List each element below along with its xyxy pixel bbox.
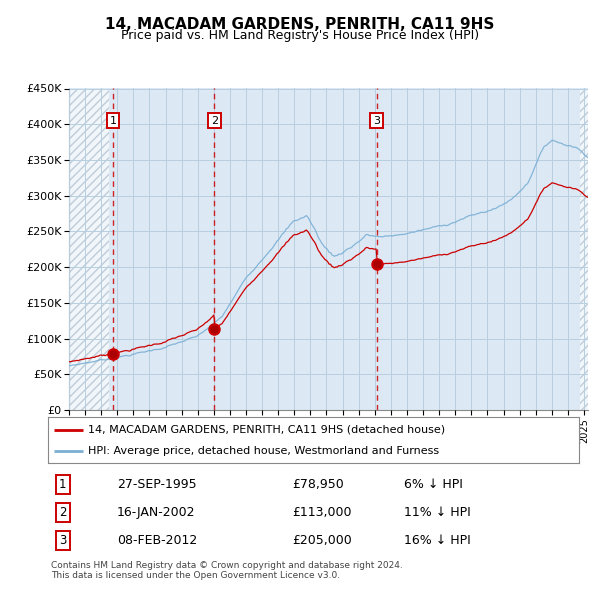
Text: 14, MACADAM GARDENS, PENRITH, CA11 9HS: 14, MACADAM GARDENS, PENRITH, CA11 9HS [106,17,494,31]
Text: 6% ↓ HPI: 6% ↓ HPI [404,478,463,491]
Text: 3: 3 [373,116,380,126]
Text: £113,000: £113,000 [292,506,352,519]
Text: 14, MACADAM GARDENS, PENRITH, CA11 9HS (detached house): 14, MACADAM GARDENS, PENRITH, CA11 9HS (… [88,425,445,435]
Text: 1: 1 [59,478,67,491]
Text: Contains HM Land Registry data © Crown copyright and database right 2024.: Contains HM Land Registry data © Crown c… [51,560,403,569]
Text: 11% ↓ HPI: 11% ↓ HPI [404,506,470,519]
Text: £78,950: £78,950 [292,478,344,491]
Text: Price paid vs. HM Land Registry's House Price Index (HPI): Price paid vs. HM Land Registry's House … [121,30,479,42]
Text: 16-JAN-2002: 16-JAN-2002 [117,506,196,519]
Text: £205,000: £205,000 [292,533,352,546]
Bar [69,88,109,410]
Text: 08-FEB-2012: 08-FEB-2012 [117,533,197,546]
Text: This data is licensed under the Open Government Licence v3.0.: This data is licensed under the Open Gov… [51,571,340,579]
Text: 3: 3 [59,533,67,546]
Text: 27-SEP-1995: 27-SEP-1995 [117,478,197,491]
Text: HPI: Average price, detached house, Westmorland and Furness: HPI: Average price, detached house, West… [88,445,439,455]
Text: 16% ↓ HPI: 16% ↓ HPI [404,533,470,546]
Text: 1: 1 [110,116,116,126]
Text: 2: 2 [211,116,218,126]
Text: 2: 2 [59,506,67,519]
Bar [580,88,588,410]
